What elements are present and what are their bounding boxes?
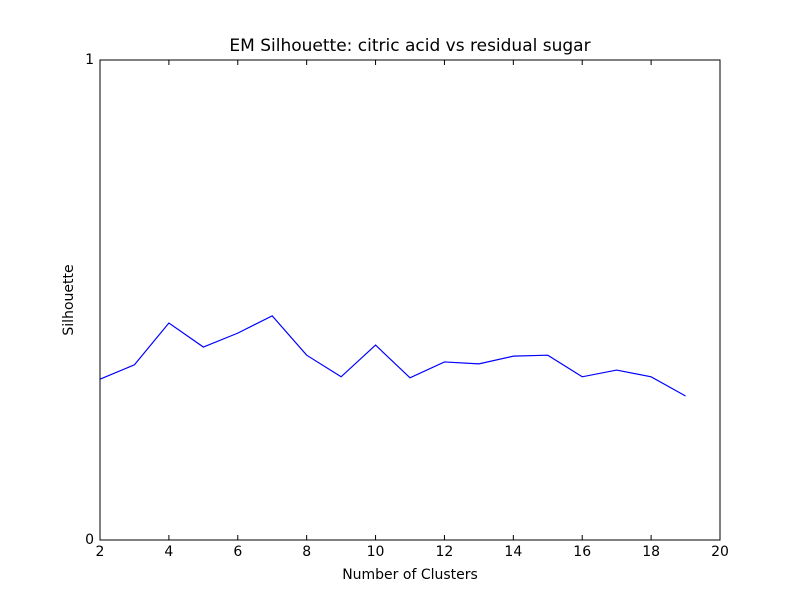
y-tick-label: 0 [85, 532, 94, 548]
x-tick-label: 10 [367, 544, 385, 560]
x-tick-label: 16 [573, 544, 591, 560]
x-tick-label: 8 [302, 544, 311, 560]
x-tick-label: 12 [436, 544, 454, 560]
x-tick-label: 4 [164, 544, 173, 560]
x-tick-label: 20 [711, 544, 729, 560]
plot-frame [99, 59, 721, 541]
x-axis-label: Number of Clusters [342, 567, 478, 583]
x-tick-label: 18 [642, 544, 660, 560]
y-tick-label: 1 [85, 52, 94, 68]
chart-title: EM Silhouette: citric acid vs residual s… [229, 36, 590, 56]
y-axis-label: Silhouette [61, 264, 77, 335]
data-line [99, 315, 686, 397]
x-tick-label: 6 [233, 544, 242, 560]
x-tick-label: 14 [504, 544, 522, 560]
x-tick-label: 2 [96, 544, 105, 560]
